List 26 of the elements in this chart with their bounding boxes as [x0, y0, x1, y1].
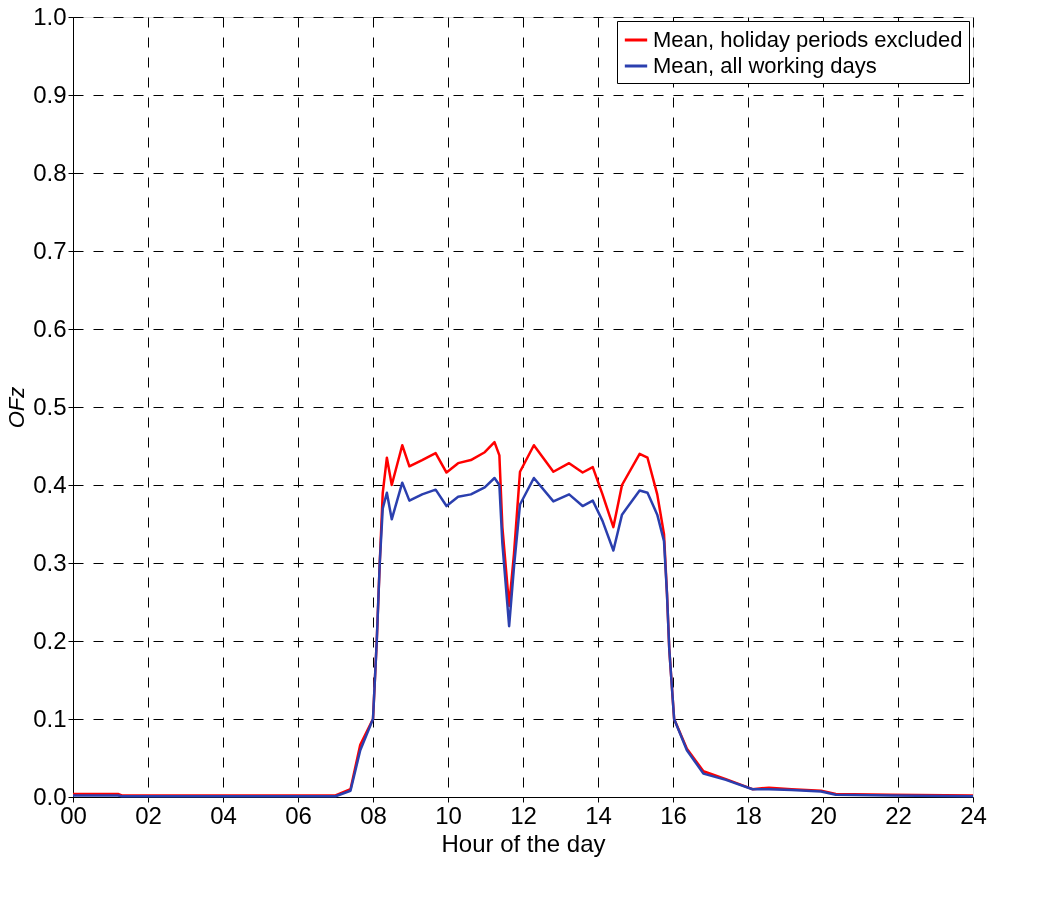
- y-tick-label: 0.3: [33, 548, 67, 576]
- x-tick-label: 18: [735, 801, 762, 829]
- x-tick-label: 16: [660, 801, 687, 829]
- x-tick-label: 20: [810, 801, 837, 829]
- x-tick-label: 10: [435, 801, 462, 829]
- x-axis-title: Hour of the day: [441, 829, 606, 857]
- y-tick-label: 0.5: [33, 392, 67, 420]
- y-tick-label: 0.6: [33, 314, 67, 342]
- x-tick-label: 12: [510, 801, 537, 829]
- y-axis-title: OFz: [4, 386, 30, 429]
- y-tick-label: 0.1: [33, 704, 67, 732]
- y-tick-label: 0.4: [33, 470, 67, 498]
- y-tick-label: 0.2: [33, 626, 67, 654]
- y-tick-label: 0.9: [33, 80, 67, 108]
- legend-label: Mean, all working days: [653, 53, 877, 78]
- y-tick-label: 0.8: [33, 158, 67, 186]
- x-tick-label: 02: [135, 801, 162, 829]
- x-tick-label: 04: [210, 801, 237, 829]
- y-tick-label: 1.0: [33, 2, 67, 30]
- x-tick-label: 14: [585, 801, 612, 829]
- x-tick-label: 06: [285, 801, 312, 829]
- x-tick-label: 22: [885, 801, 912, 829]
- x-tick-label: 24: [960, 801, 987, 829]
- y-tick-label: 0.7: [33, 236, 67, 264]
- legend-label: Mean, holiday periods excluded: [653, 27, 963, 52]
- x-tick-label: 08: [360, 801, 387, 829]
